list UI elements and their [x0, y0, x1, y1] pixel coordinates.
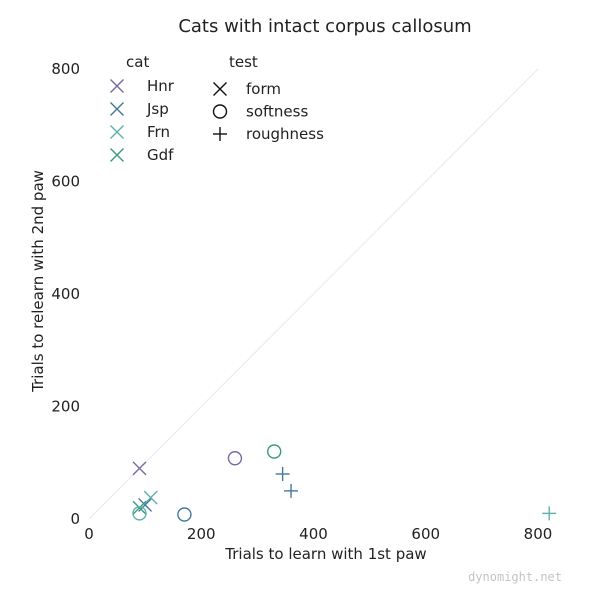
data-point-hnr-softness: [227, 451, 243, 466]
plot-area: 0 200 400 600 800 0 200 400 600 800: [51, 60, 557, 543]
x-tick-label: 800: [524, 525, 553, 543]
y-tick-label: 600: [51, 173, 80, 191]
legend-marker-form: [213, 82, 227, 96]
data-point-gdf-softness: [267, 444, 282, 459]
legend: cat Hnr Jsp Frn Gdf test form softness roughness: [110, 53, 324, 164]
data-point-frn-roughness: [542, 506, 557, 521]
data-point-jsp-roughness: [284, 483, 299, 498]
x-tick-label: 200: [187, 525, 216, 543]
x-axis-label: Trials to learn with 1st paw: [224, 545, 426, 563]
data-point-frn-softness: [132, 506, 147, 521]
legend-label-roughness: roughness: [246, 125, 324, 143]
legend-marker-hnr: [110, 79, 124, 93]
diagonal-reference-line: [88, 68, 539, 520]
data-point-jsp-roughness: [275, 467, 290, 481]
data-point-jsp-softness: [177, 507, 192, 522]
legend-marker-frn: [110, 125, 124, 139]
data-point-frn-form: [143, 490, 158, 505]
y-tick-label: 400: [51, 285, 80, 303]
watermark: dynomight.net: [468, 570, 562, 584]
legend-marker-softness: [212, 104, 228, 119]
legend-marker-roughness: [213, 127, 227, 141]
x-tick-label: 600: [411, 525, 440, 543]
legend-cat-title: cat: [126, 53, 149, 71]
y-axis-label: Trials to relearn with 2nd paw: [29, 170, 47, 393]
legend-label-hnr: Hnr: [147, 77, 175, 95]
y-tick-label: 200: [51, 398, 80, 416]
legend-test-title: test: [229, 53, 258, 71]
legend-label-softness: softness: [246, 103, 308, 121]
legend-label-form: form: [246, 80, 281, 98]
legend-label-gdf: Gdf: [147, 146, 174, 164]
y-tick-label: 800: [51, 60, 80, 78]
data-point-gdf-form: [132, 500, 147, 515]
data-point-hnr-form: [132, 461, 147, 476]
x-tick-label: 0: [84, 525, 94, 543]
legend-label-jsp: Jsp: [146, 100, 169, 118]
y-tick-label: 0: [70, 510, 80, 528]
legend-marker-gdf: [110, 148, 124, 162]
legend-label-frn: Frn: [147, 123, 170, 141]
x-tick-label: 400: [299, 525, 328, 543]
chart-title: Cats with intact corpus callosum: [178, 16, 471, 37]
legend-marker-jsp: [110, 102, 124, 116]
